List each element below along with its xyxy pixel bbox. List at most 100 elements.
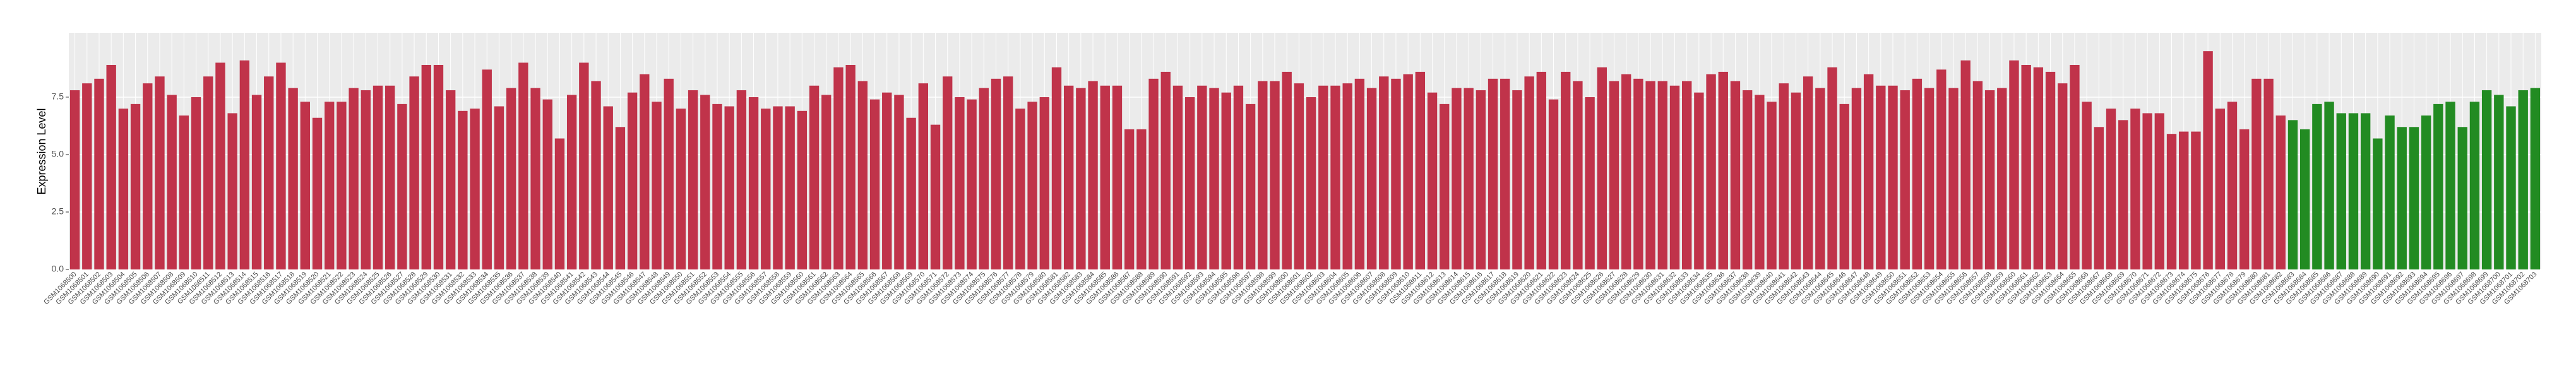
bar [1015,109,1025,269]
bar [1039,97,1049,269]
bar [652,102,662,269]
bar [918,83,929,269]
bar [991,78,1001,269]
bar [1233,85,1244,270]
bar [2433,103,2443,269]
bar [1366,88,1377,269]
bar [1585,97,1595,269]
bar [1391,78,1401,269]
bar [385,85,395,270]
bar [2457,127,2467,269]
bar [736,90,747,270]
bar [2373,138,2383,269]
bar [1524,76,1534,270]
bar [409,76,419,270]
bar [1815,88,1825,269]
bar [882,92,892,269]
bar [1282,71,1292,270]
bar [869,99,880,269]
bar [239,60,250,269]
bar [421,64,431,269]
bar [1112,85,1123,270]
bar [373,85,383,270]
bar [1512,90,1522,270]
bar [2263,78,2274,269]
bar [1172,85,1183,270]
bar [2215,109,2225,269]
bar [1440,103,1450,269]
bar [251,95,262,269]
bar [349,88,359,269]
bar [1984,90,1995,270]
bar [506,88,516,269]
bar [470,109,480,269]
bar [300,102,311,269]
bar [118,109,129,269]
bar [2166,134,2177,269]
bar [2203,51,2213,269]
bar [2275,115,2286,269]
bar [167,95,177,269]
bar [1306,97,1316,269]
bar [2494,95,2504,269]
bar [1597,67,1607,270]
bar [1767,102,1777,269]
bar [143,83,153,269]
bar [579,62,589,270]
bar [748,97,759,269]
bar [1972,81,1983,270]
bar [288,88,298,269]
bar [1354,78,1365,269]
bar [2409,127,2419,269]
bar [1270,81,1280,270]
bar [676,109,686,269]
bar [2118,120,2128,269]
bar [700,95,710,269]
bar [227,113,237,269]
bar [773,106,783,269]
bar [1827,67,1837,270]
bar [688,90,698,270]
bar [203,76,213,270]
bar [603,106,613,269]
bar [1258,81,1268,270]
bar [106,64,116,269]
bar [1003,76,1013,270]
bar [1960,60,1971,269]
bar [2239,129,2250,269]
bar [397,103,407,269]
bar [433,64,444,269]
bar [1148,78,1159,269]
bar [797,110,808,269]
y-axis-label: Expression Level [35,108,48,194]
bar [1561,71,1571,270]
bar [2324,102,2334,269]
bar [542,99,552,269]
bar [2142,113,2152,269]
bar [2033,67,2044,270]
bar [930,124,941,269]
bar [1476,90,1486,270]
bar [1209,88,1219,269]
bar [2070,64,2080,269]
bar [1245,103,1256,269]
bar [1051,67,1062,270]
bar [2058,83,2068,269]
bar [894,95,904,269]
bar [2469,102,2480,269]
bar [857,81,868,270]
bar [1464,88,1474,269]
bar [2045,71,2056,270]
bar [2481,90,2492,270]
bar [1742,90,1753,270]
bar [1136,129,1147,269]
bar [191,97,201,269]
plot-background [69,33,2541,269]
bar [1936,69,1947,269]
bar [1318,85,1328,270]
bar [1160,71,1171,270]
bar [2251,78,2262,269]
bar [1027,102,1037,269]
bar [2360,113,2371,269]
y-tick-label: 7.5 [52,92,64,102]
